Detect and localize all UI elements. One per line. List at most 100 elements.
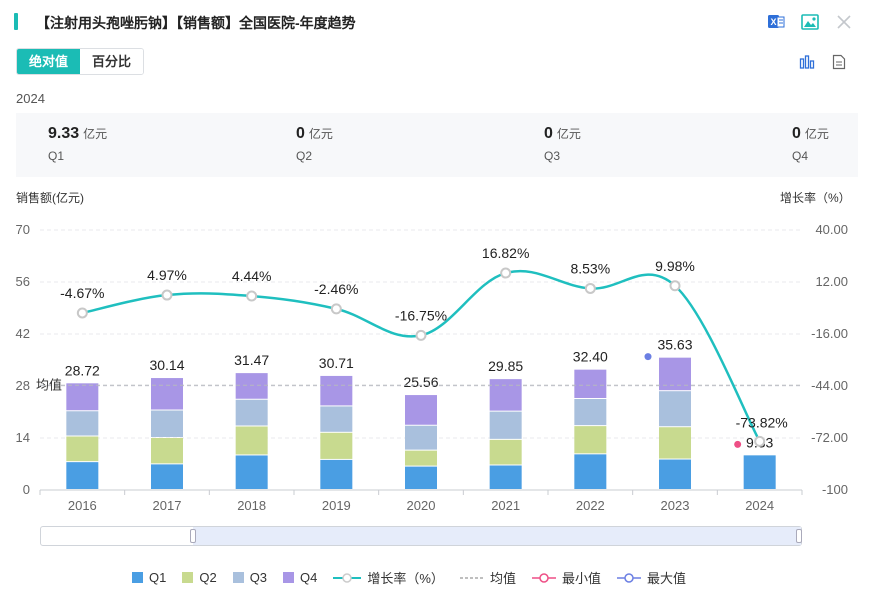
annual-trend-chart: 0 14 28 42 56 70 -100 -72.00 -44.00 -16.00 12.00 40… <box>16 222 848 513</box>
y2-tick-label: -100 <box>822 482 848 497</box>
summary-q3: 0 亿元 Q3 <box>544 125 581 163</box>
close-icon[interactable] <box>834 12 854 32</box>
growth-label-2017: 4.97% <box>147 267 187 283</box>
growth-label-2019: -2.46% <box>314 281 358 297</box>
legend-growth[interactable]: 增长率（%） <box>333 568 444 587</box>
view-switcher <box>797 52 849 72</box>
legend-average[interactable]: 均值 <box>459 568 516 587</box>
legend-q4[interactable]: Q4 <box>283 570 317 585</box>
absolute-value-tab[interactable]: 绝对值 <box>17 49 81 74</box>
legend-min-marker-icon <box>531 572 556 583</box>
legend-q3[interactable]: Q3 <box>232 570 268 585</box>
growth-point-2021 <box>500 267 512 279</box>
summary-q1: 9.33 亿元 Q1 <box>48 125 107 163</box>
y2-tick-label: -16.00 <box>811 326 848 341</box>
total-label-2022: 32.40 <box>573 349 608 365</box>
growth-label-2022: 8.53% <box>570 260 610 276</box>
bar-q2-2021 <box>489 439 522 465</box>
x-tick-label: 2023 <box>661 498 690 513</box>
bar-q1-2016 <box>66 462 99 489</box>
bar-q3-2023 <box>659 391 691 427</box>
page-title: 【注射用头孢唑肟钠】【销售额】全国医院-年度趋势 <box>36 15 356 31</box>
y2-tick-label: 40.00 <box>815 222 848 237</box>
q1-name: Q1 <box>48 149 65 163</box>
y-tick-label: 42 <box>16 326 30 341</box>
x-tick-label: 2017 <box>153 498 182 513</box>
legend-min[interactable]: 最小值 <box>531 568 601 587</box>
q2-value: 0 <box>296 125 305 142</box>
legend-max[interactable]: 最大值 <box>616 568 686 587</box>
y-tick-label: 70 <box>16 222 30 237</box>
min-value-marker <box>734 440 742 448</box>
zoom-slider-right-handle[interactable] <box>796 529 802 543</box>
value-mode-toggle: 绝对值 百分比 <box>16 48 145 75</box>
x-tick-label: 2018 <box>237 498 266 513</box>
bar-q3-2018 <box>235 399 268 426</box>
bar-q1-2020 <box>405 466 437 489</box>
legend-q1-label: Q1 <box>149 570 167 585</box>
bar-q1-2023 <box>659 459 691 489</box>
bar-q1-2024 <box>743 455 776 489</box>
q2-unit: 亿元 <box>308 127 333 141</box>
total-label-2018: 31.47 <box>234 352 269 368</box>
growth-label-2016: -4.67% <box>60 285 104 301</box>
total-label-2023: 35.63 <box>657 337 692 353</box>
zoom-slider-range[interactable] <box>193 527 801 545</box>
growth-label-2021: 16.82% <box>482 245 529 261</box>
y2-axis-title: 增长率（%） <box>780 191 851 205</box>
legend-q3-label: Q3 <box>249 570 268 585</box>
legend-max-label: 最大值 <box>646 571 686 586</box>
legend-max-marker-icon <box>616 572 641 583</box>
y2-tick-label: -44.00 <box>811 378 848 393</box>
export-image-icon[interactable] <box>800 12 820 32</box>
growth-point-2016 <box>76 307 88 319</box>
legend-q1[interactable]: Q1 <box>132 570 166 585</box>
chart-legend: Q1 Q2 Q3 Q4 增长率（%） 均值 最小值 最大值 <box>132 568 702 587</box>
bar-q2-2019 <box>320 432 353 459</box>
max-value-marker <box>644 353 652 361</box>
bar-q4-2019 <box>320 375 353 406</box>
q1-value: 9.33 <box>48 125 80 142</box>
total-label-2020: 25.56 <box>403 374 438 390</box>
percent-tab[interactable]: 百分比 <box>80 49 144 74</box>
table-view-icon[interactable] <box>829 52 849 72</box>
q3-name: Q3 <box>544 149 561 163</box>
summary-q4: 0 亿元 Q4 <box>792 125 829 163</box>
q4-name: Q4 <box>792 149 809 163</box>
growth-label-2020: -16.75% <box>395 307 447 323</box>
bar-chart-view-icon[interactable] <box>797 52 817 72</box>
bar-q2-2020 <box>405 450 437 466</box>
y-tick-label: 14 <box>16 430 30 445</box>
y2-tick-label: 12.00 <box>815 274 848 289</box>
legend-q4-swatch <box>283 572 295 583</box>
x-tick-label: 2022 <box>576 498 605 513</box>
bar-q4-2017 <box>151 378 183 410</box>
q3-value: 0 <box>544 125 553 142</box>
bar-q3-2020 <box>405 425 437 450</box>
legend-q2[interactable]: Q2 <box>182 570 217 585</box>
export-excel-icon[interactable]: X <box>766 12 786 32</box>
title-accent <box>14 13 18 30</box>
growth-point-2023 <box>669 280 681 292</box>
legend-q3-swatch <box>232 572 244 583</box>
q2-name: Q2 <box>296 149 313 163</box>
q3-unit: 亿元 <box>556 127 581 141</box>
zoom-slider[interactable] <box>40 526 802 546</box>
bar-q2-2017 <box>151 438 183 464</box>
bar-q4-2018 <box>235 373 268 399</box>
zoom-slider-left-handle[interactable] <box>190 529 196 543</box>
bar-q3-2021 <box>489 411 522 439</box>
bar-q3-2016 <box>66 411 99 436</box>
growth-point-2017 <box>161 289 173 301</box>
legend-growth-line-icon <box>333 572 362 583</box>
x-tick-label: 2016 <box>68 498 97 513</box>
growth-point-2020 <box>415 329 427 341</box>
quarter-summary: 9.33 亿元 Q1 0 亿元 Q2 0 亿元 Q3 0 亿元 Q4 <box>16 113 858 177</box>
y-tick-label: 0 <box>23 482 30 497</box>
growth-point-2024 <box>754 435 766 447</box>
y-tick-label: 56 <box>16 274 30 289</box>
y-tick-label: 28 <box>16 378 30 393</box>
growth-label-2023: 9.98% <box>655 258 695 274</box>
x-tick-label: 2020 <box>407 498 436 513</box>
total-label-2016: 28.72 <box>65 362 100 378</box>
